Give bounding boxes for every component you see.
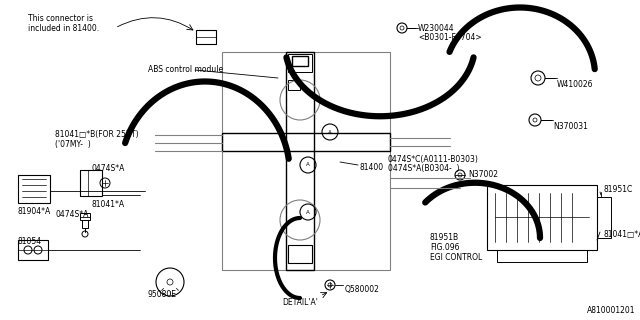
Text: 81041*A: 81041*A: [92, 200, 125, 209]
Text: This connector is
included in 81400.: This connector is included in 81400.: [28, 14, 99, 33]
Text: 95080E: 95080E: [148, 290, 177, 299]
Bar: [487, 185, 597, 250]
Text: ABS control module: ABS control module: [148, 65, 223, 74]
Text: A810001201: A810001201: [586, 306, 635, 315]
Bar: [288, 54, 312, 72]
Text: 81041□*A: 81041□*A: [603, 230, 640, 239]
Bar: [497, 250, 587, 262]
Bar: [18, 175, 50, 203]
Text: 0474S*A(B0304-  ): 0474S*A(B0304- ): [388, 164, 460, 173]
Bar: [80, 170, 88, 196]
Text: N37002: N37002: [468, 170, 498, 179]
Bar: [18, 240, 48, 260]
Text: EGI CONTROL: EGI CONTROL: [430, 253, 483, 262]
Text: A: A: [306, 210, 310, 214]
Bar: [80, 213, 90, 220]
Text: 81400: 81400: [360, 163, 384, 172]
Text: 0474S*A: 0474S*A: [55, 210, 88, 219]
Text: 81904*A: 81904*A: [18, 207, 51, 216]
Text: 81951C: 81951C: [603, 185, 632, 194]
Bar: [292, 56, 308, 66]
Text: 0474S*A: 0474S*A: [92, 164, 125, 173]
Text: N370031: N370031: [553, 122, 588, 131]
Bar: [82, 220, 88, 228]
Text: 81054: 81054: [18, 237, 42, 246]
Bar: [597, 197, 611, 238]
Bar: [222, 133, 390, 151]
Text: A: A: [306, 163, 310, 167]
Text: A: A: [328, 130, 332, 134]
Bar: [80, 170, 102, 196]
Bar: [286, 52, 314, 270]
Text: 81041□*B(FOR 25XT)
('07MY-  ): 81041□*B(FOR 25XT) ('07MY- ): [55, 130, 139, 149]
Bar: [196, 30, 216, 44]
Bar: [222, 52, 390, 270]
Text: W410026: W410026: [557, 80, 593, 89]
Bar: [288, 80, 300, 90]
Text: 0474S*C(A0111-B0303): 0474S*C(A0111-B0303): [388, 155, 479, 164]
Text: DETAIL'A': DETAIL'A': [282, 298, 318, 307]
Text: W230044: W230044: [418, 24, 454, 33]
Text: Q580002: Q580002: [345, 285, 380, 294]
Text: FIG.096: FIG.096: [430, 243, 460, 252]
Bar: [288, 245, 312, 263]
Text: 81951B: 81951B: [430, 233, 459, 242]
Text: <B0301-F0704>: <B0301-F0704>: [418, 33, 482, 42]
